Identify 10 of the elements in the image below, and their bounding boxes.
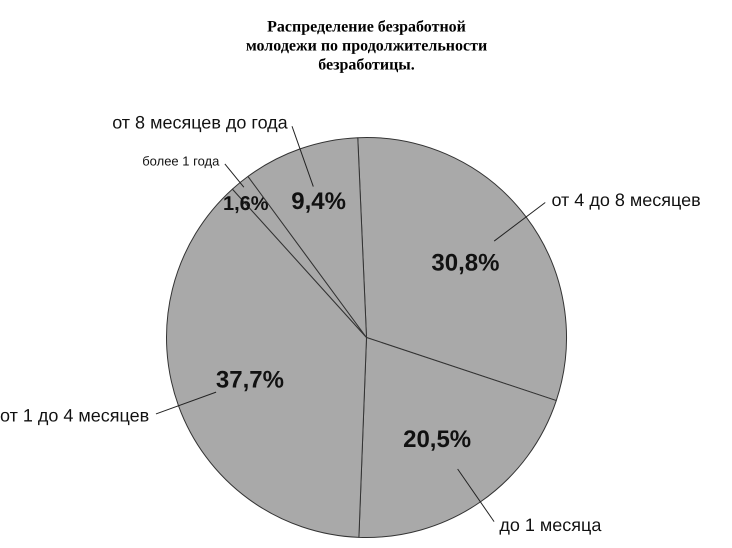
data-label: 37,7% (216, 366, 284, 394)
slice-label: от 8 месяцев до года (112, 112, 289, 132)
data-label: 30,8% (431, 249, 500, 276)
data-label: 20,5% (403, 426, 472, 453)
chart-title: Распределение безработной молодежи по продолжительности безработицы. (246, 18, 488, 74)
data-label: 9,4% (291, 188, 346, 216)
slice-label: от 4 до 8 месяцев (551, 190, 701, 210)
slice-label: от 1 до 4 месяцев (0, 405, 150, 426)
slice-label: более 1 года (142, 153, 220, 168)
slice-label: до 1 месяца (499, 514, 602, 535)
